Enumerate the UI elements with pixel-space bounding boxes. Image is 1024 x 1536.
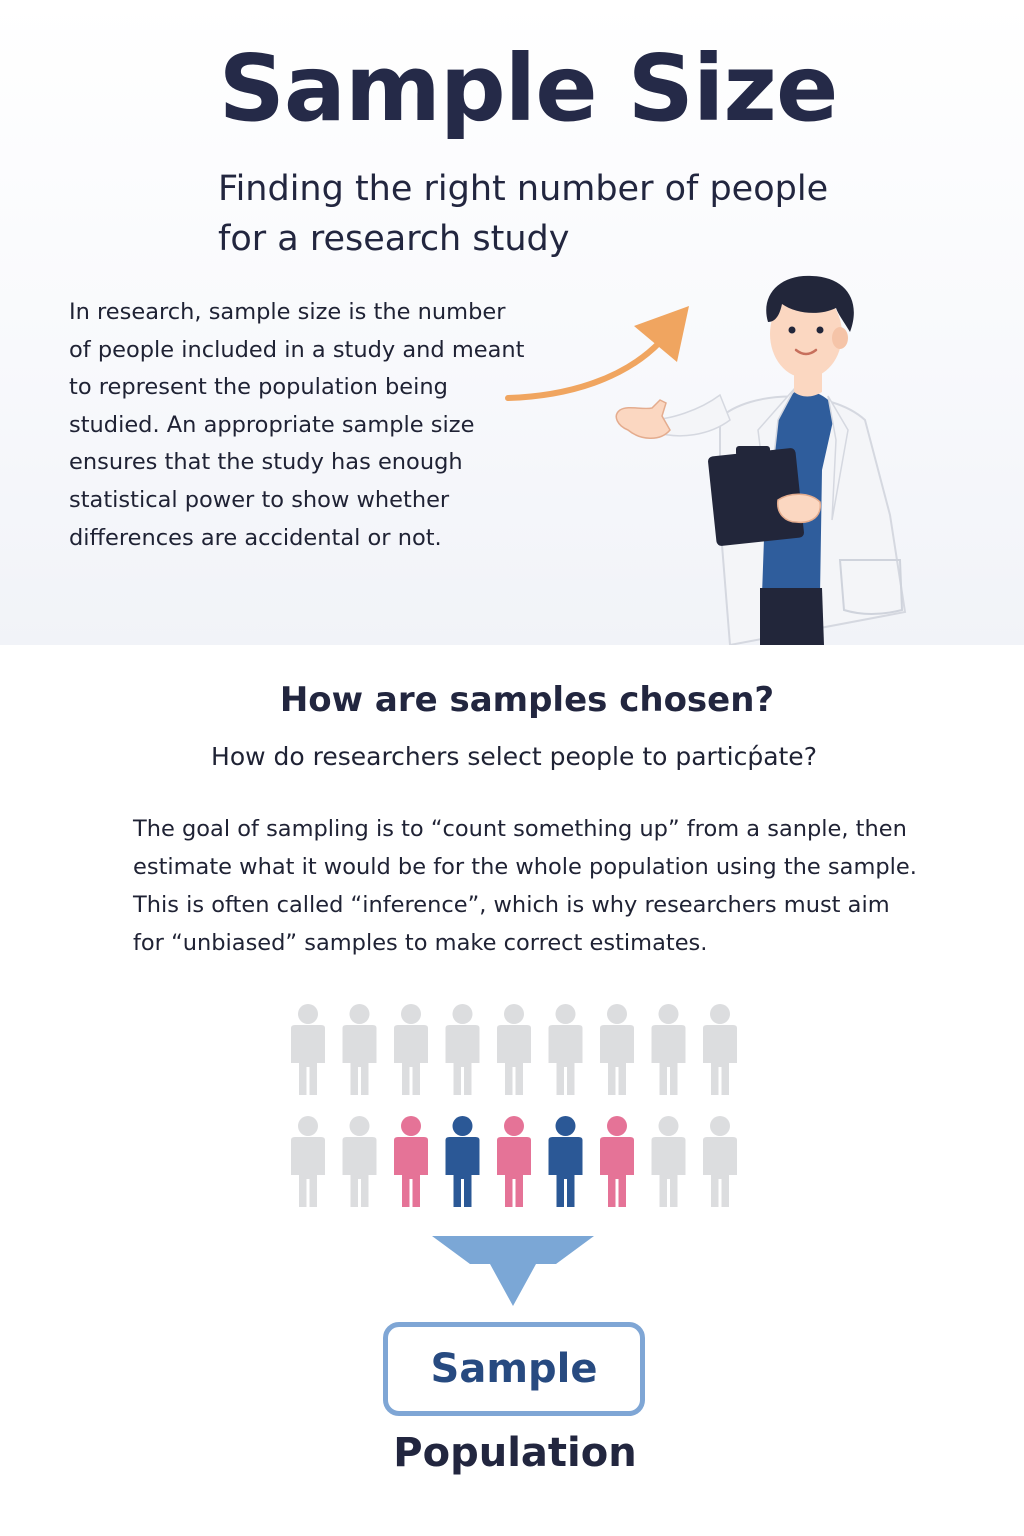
section-body: The goal of sampling is to “count someth… xyxy=(133,816,917,956)
holding-hand xyxy=(777,493,821,524)
section-heading: How are samples chosen? xyxy=(279,680,775,720)
hair xyxy=(766,275,854,332)
person-icon xyxy=(291,1004,325,1095)
down-arrow-icon xyxy=(432,1236,594,1306)
person-icon xyxy=(445,1116,480,1207)
person-icon xyxy=(651,1116,686,1207)
page-title: Sample Size xyxy=(218,35,839,142)
person-icon xyxy=(497,1116,531,1207)
clipboard xyxy=(708,448,804,546)
population-label: Population xyxy=(393,1430,637,1476)
person-icon xyxy=(342,1004,377,1095)
person-icon xyxy=(600,1116,634,1207)
person-icon xyxy=(342,1116,377,1207)
subtitle-line-1: Finding the right number of people xyxy=(218,169,829,209)
trousers xyxy=(760,588,824,645)
curved-arrow-icon xyxy=(505,306,689,401)
coat-pocket xyxy=(838,559,904,615)
page-subtitle: Finding the right number of people for a… xyxy=(218,164,938,264)
sample-box: Sample xyxy=(383,1322,645,1416)
person-icon xyxy=(291,1116,325,1207)
person-icon xyxy=(394,1116,428,1207)
open-hand xyxy=(615,399,671,439)
person-icon xyxy=(548,1116,583,1207)
person-icon xyxy=(651,1004,686,1095)
person-icon xyxy=(703,1116,737,1207)
person-icon xyxy=(703,1004,737,1095)
head xyxy=(770,290,842,378)
intro-paragraph: In research, sample size is the number o… xyxy=(69,299,525,551)
person-icon xyxy=(497,1004,531,1095)
section-subheading: How do researchers select people to part… xyxy=(211,742,817,771)
person-icon xyxy=(548,1004,583,1095)
person-icon xyxy=(600,1004,634,1095)
population-grid xyxy=(291,1004,737,1207)
person-icon xyxy=(394,1004,428,1095)
sample-label: Sample xyxy=(430,1346,598,1392)
person-icon xyxy=(445,1004,480,1095)
scientist-illustration xyxy=(615,275,907,645)
subtitle-line-2: for a research study xyxy=(218,219,570,259)
